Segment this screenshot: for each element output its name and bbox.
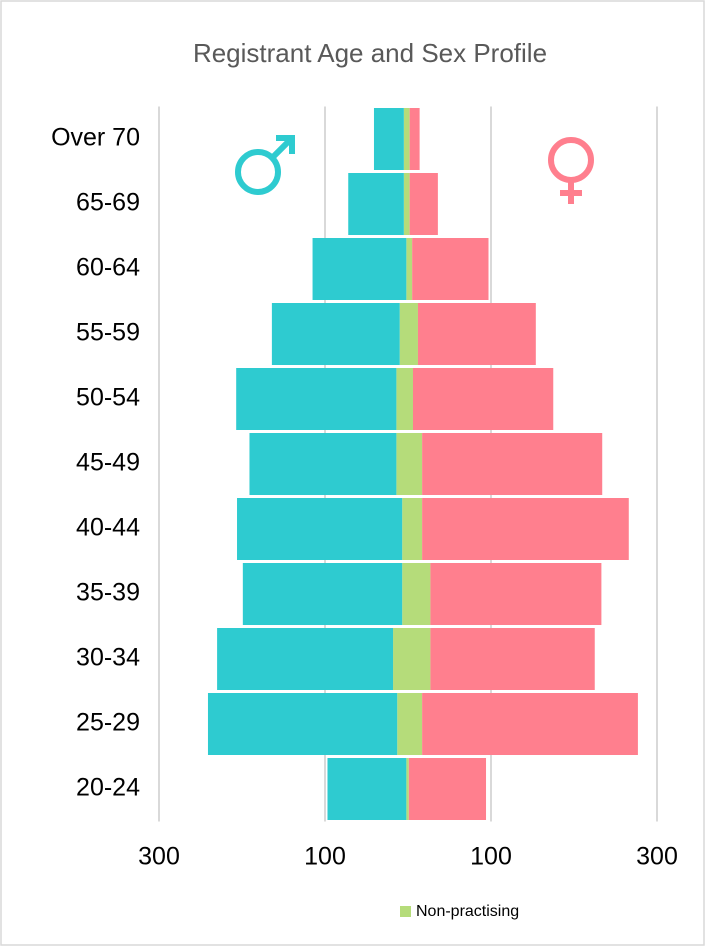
bar bbox=[408, 108, 410, 170]
y-tick-label: 50-54 bbox=[76, 384, 140, 412]
y-tick-label: 60-64 bbox=[76, 254, 140, 282]
bar bbox=[408, 173, 410, 235]
bar bbox=[408, 563, 431, 625]
y-tick-label: 45-49 bbox=[76, 449, 140, 477]
bar bbox=[408, 303, 418, 365]
y-tick-label: 65-69 bbox=[76, 189, 140, 217]
y-tick-label: Over 70 bbox=[51, 124, 140, 152]
y-tick-label: 40-44 bbox=[76, 514, 140, 542]
bar bbox=[412, 368, 554, 430]
chart-title: Registrant Age and Sex Profile bbox=[193, 38, 547, 68]
bar bbox=[408, 238, 413, 300]
x-tick-label: 300 bbox=[138, 843, 180, 871]
bar bbox=[408, 433, 423, 495]
labels: 300 100 100 300 Over 70 65-69 60-64 55-59 50-54 4… bbox=[51, 124, 678, 921]
bar bbox=[271, 303, 400, 365]
y-tick-label: 55-59 bbox=[76, 319, 140, 347]
bar bbox=[312, 238, 407, 300]
bar bbox=[408, 628, 431, 690]
legend-swatch bbox=[400, 906, 411, 917]
female-symbol bbox=[548, 137, 594, 204]
bar bbox=[422, 498, 629, 560]
bars bbox=[207, 108, 638, 820]
bar bbox=[409, 108, 420, 170]
bar bbox=[422, 433, 603, 495]
y-tick-label: 25-29 bbox=[76, 709, 140, 737]
bar bbox=[422, 693, 638, 755]
bar bbox=[403, 173, 408, 235]
bar bbox=[397, 693, 408, 755]
bar bbox=[396, 368, 408, 430]
bar bbox=[348, 173, 404, 235]
bar bbox=[430, 563, 602, 625]
bar bbox=[402, 563, 408, 625]
x-tick-label: 300 bbox=[636, 843, 678, 871]
bar bbox=[417, 303, 536, 365]
bar bbox=[408, 693, 423, 755]
bar bbox=[399, 303, 408, 365]
bar bbox=[412, 238, 489, 300]
y-tick-label: 30-34 bbox=[76, 644, 140, 672]
bar bbox=[408, 498, 423, 560]
x-tick-label: 100 bbox=[304, 843, 346, 871]
bar bbox=[408, 758, 487, 820]
x-tick-label: 100 bbox=[470, 843, 512, 871]
male-symbol bbox=[235, 135, 295, 195]
bar bbox=[236, 368, 397, 430]
bar bbox=[406, 758, 408, 820]
bar bbox=[373, 108, 404, 170]
bar bbox=[396, 433, 408, 495]
bar bbox=[242, 563, 403, 625]
bar bbox=[207, 693, 398, 755]
bar bbox=[402, 498, 408, 560]
bar bbox=[393, 628, 408, 690]
bar bbox=[403, 108, 408, 170]
bar bbox=[406, 238, 408, 300]
bar bbox=[217, 628, 394, 690]
bar bbox=[327, 758, 407, 820]
bar bbox=[408, 758, 409, 820]
bar bbox=[237, 498, 403, 560]
bar bbox=[409, 173, 438, 235]
bar bbox=[408, 368, 413, 430]
bar bbox=[430, 628, 595, 690]
legend-label: Non-practising bbox=[416, 903, 519, 920]
y-tick-label: 35-39 bbox=[76, 579, 140, 607]
bar bbox=[249, 433, 397, 495]
y-tick-label: 20-24 bbox=[76, 774, 140, 802]
